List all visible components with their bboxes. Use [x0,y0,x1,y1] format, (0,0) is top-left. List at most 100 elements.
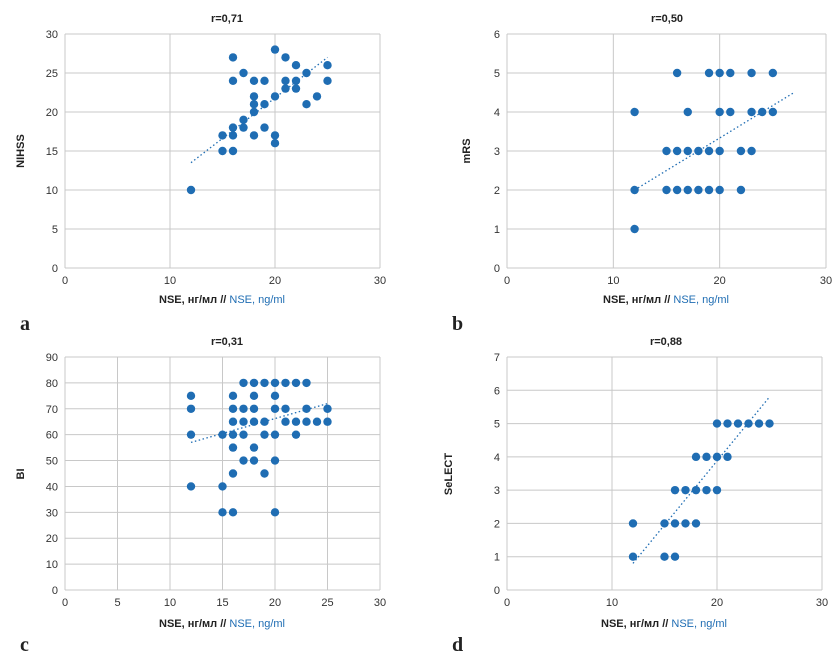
x-tick-label: 10 [164,275,176,287]
data-point [291,417,301,426]
panel-label: d [452,634,463,656]
x-axis-label-en: NSE, ng/ml [226,294,285,306]
data-point [712,485,722,495]
y-tick-label: 0 [52,585,58,597]
data-point [270,92,280,101]
data-point [218,508,227,517]
data-point [239,123,248,132]
data-point [291,76,301,86]
y-tick-label: 4 [494,452,500,464]
data-point [281,404,290,413]
data-point [681,485,690,495]
data-point [260,123,269,132]
data-point [323,404,332,413]
data-point [736,146,746,156]
data-point [723,452,732,462]
data-point [630,224,639,234]
y-tick-label: 1 [494,224,500,236]
data-point [704,146,714,156]
data-point [715,68,724,78]
data-point [249,404,259,413]
data-point [218,146,227,156]
data-point [281,76,290,86]
data-point [681,519,690,528]
data-point [736,185,746,195]
y-tick-label: 20 [46,107,58,119]
chart-title: r=0,31 [211,336,243,348]
chart-panel-c: 0 5 10 15 20 25 30 0 10 20 30 40 50 60 70 80 90 r=0,31 BI N… [15,336,386,656]
data-point [747,107,756,117]
data-point [260,76,269,86]
y-tick-label: 0 [494,263,500,275]
data-point [712,419,722,428]
x-tick-label: 10 [607,275,619,287]
data-point [704,185,714,195]
data-point [281,378,290,388]
data-point [228,508,238,517]
x-tick-label: 0 [62,597,68,609]
y-axis-label: mRS [461,138,473,163]
x-axis-label: NSE, нг/мл // NSE, ng/ml [159,618,285,630]
data-point [747,68,756,78]
data-point [228,430,238,439]
x-tick-label: 10 [164,597,176,609]
panel-label: b [452,313,463,335]
data-point [712,452,722,462]
x-axis-label: NSE, нг/мл // NSE, ng/ml [601,618,727,630]
x-tick-label: 20 [711,597,723,609]
y-tick-label: 50 [46,456,58,468]
data-point [312,92,322,101]
y-tick-label: 90 [46,352,58,364]
data-point [270,430,280,439]
data-point [249,76,259,86]
y-tick-label: 70 [46,404,58,416]
data-point [702,485,711,495]
data-point [683,146,692,156]
y-tick-label: 20 [46,533,58,545]
x-axis-label-en: NSE, ng/ml [670,294,729,306]
x-tick-label: 25 [321,597,333,609]
y-tick-label: 5 [494,419,500,431]
data-point [228,391,238,401]
data-point [628,519,638,528]
data-point [239,430,248,439]
y-tick-label: 2 [494,518,500,530]
y-tick-label: 0 [494,585,500,597]
y-tick-label: 3 [494,146,500,158]
data-point [323,60,332,70]
y-tick-label: 25 [46,68,58,80]
data-point [694,185,703,195]
chart-panel-d: 0 10 20 30 0 1 2 3 4 5 6 7 r=0,88 SeLECT NSE, нг/мл //… [443,336,828,656]
data-point [702,452,711,462]
chart-title: r=0,88 [650,336,682,348]
data-point [249,417,259,426]
data-point [302,378,311,388]
panel-label: c [20,634,29,656]
y-tick-label: 10 [46,559,58,571]
x-tick-label: 20 [714,275,726,287]
data-point [312,417,322,426]
data-point [239,115,248,125]
data-point [672,146,682,156]
chart-panel-b: 0 10 20 30 0 1 2 3 4 5 6 r=0,50 mRS NSE, нг/мл // NSE… [452,13,832,335]
data-point [260,430,269,439]
data-point [670,485,680,495]
data-point [228,469,238,478]
data-point [281,417,290,426]
data-point [239,378,248,388]
data-point [218,482,227,491]
y-tick-label: 0 [52,263,58,275]
data-point [228,131,238,140]
data-point [270,45,280,54]
data-point [630,107,639,117]
data-point [260,469,269,478]
data-point [691,452,701,462]
data-point [691,519,701,528]
x-axis-label-ru: NSE, нг/мл // [601,618,668,630]
trend-line [190,56,328,164]
data-point [715,107,724,117]
data-point [291,60,301,70]
data-point [249,443,259,452]
data-point [270,391,280,401]
data-point [683,107,692,117]
